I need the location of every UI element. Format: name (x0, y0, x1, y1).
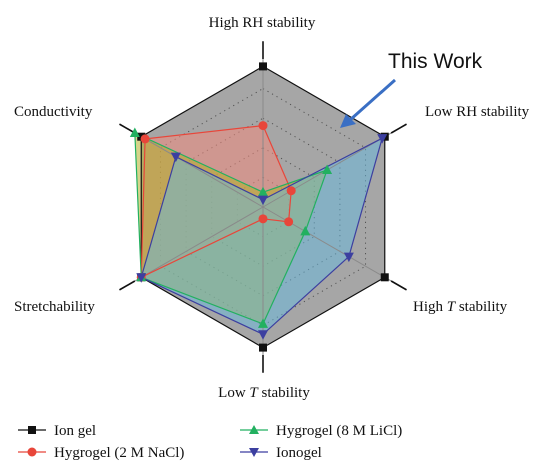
series-point-hygrogel-2-m-nacl-4 (258, 214, 268, 224)
series-point-ionogel-5 (136, 273, 147, 283)
legend-item-ionogel: Ionogel (240, 445, 322, 461)
axis-label-stretchability: Stretchability (14, 299, 95, 315)
series-point-hygrogel-8-m-licl-2 (322, 164, 333, 174)
legend-item-hygrogel-nacl: Hygrogel (2 M NaCl) (18, 445, 184, 461)
series-point-ion-gel-1 (259, 62, 267, 71)
axis-tip-2 (390, 123, 407, 134)
series-point-hygrogel-8-m-licl-4 (258, 318, 268, 328)
series-point-hygrogel-2-m-nacl-1 (258, 121, 268, 131)
series-point-ionogel-3 (343, 252, 354, 263)
series-point-ion-gel-3 (380, 273, 389, 282)
axis-label-low-t: Low T stability (218, 385, 310, 401)
legend-label-hygrogel-licl: Hygrogel (8 M LiCl) (276, 423, 402, 439)
axis-tip-3 (390, 280, 407, 291)
series-point-ionogel-4 (258, 330, 268, 340)
axis-label-conductivity: Conductivity (14, 104, 93, 120)
series-point-hygrogel-2-m-nacl-6 (140, 134, 150, 144)
legend-label-ionogel: Ionogel (276, 445, 322, 461)
series-point-ionogel-1 (258, 195, 268, 206)
legend-label-hygrogel-nacl: Hygrogel (2 M NaCl) (54, 445, 184, 461)
axis-labels: High RH stability Low RH stability High … (14, 15, 530, 401)
series-markers (129, 62, 389, 352)
series-point-hygrogel-2-m-nacl-2 (286, 186, 296, 196)
series-point-hygrogel-8-m-licl-6 (129, 127, 140, 137)
annotation-arrow (340, 78, 396, 128)
series-area-ionogel (141, 138, 383, 335)
series-point-ionogel-6 (170, 152, 181, 163)
legend-item-hygrogel-licl: Hygrogel (8 M LiCl) (240, 423, 402, 439)
legend-label-ion-gel: Ion gel (54, 423, 96, 439)
series-point-ionogel-2 (377, 134, 388, 144)
series-point-ion-gel-4 (259, 343, 267, 352)
series-point-hygrogel-8-m-licl-1 (258, 186, 268, 197)
axis-tip-5 (119, 280, 136, 291)
axis-tip-6 (119, 123, 136, 134)
annotation-this-work: This Work (388, 50, 483, 73)
series-fills (134, 66, 385, 348)
series-point-hygrogel-8-m-licl-3 (300, 225, 311, 236)
axis-label-low-rh: Low RH stability (425, 104, 530, 120)
legend-item-ion-gel: Ion gel (18, 423, 96, 439)
series-point-hygrogel-2-m-nacl-3 (284, 217, 294, 227)
axis-label-high-rh: High RH stability (209, 15, 316, 31)
axis-label-high-t: High T stability (413, 299, 508, 315)
legend: Ion gel Hygrogel (2 M NaCl) Hygrogel (8 … (18, 423, 402, 461)
